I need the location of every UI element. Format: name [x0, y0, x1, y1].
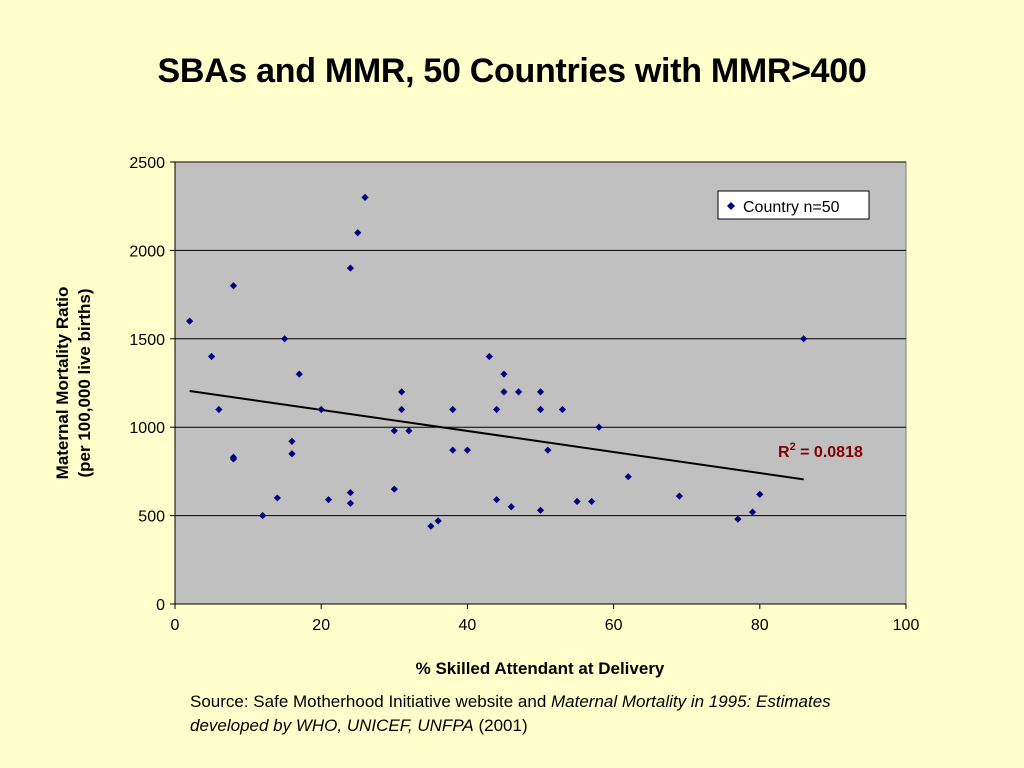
x-tick-label: 60 [605, 617, 623, 634]
data-point [748, 508, 757, 516]
data-point [281, 335, 289, 343]
y-tick-label: 2500 [129, 155, 165, 172]
data-point [273, 494, 281, 502]
data-point [675, 492, 683, 500]
r2-prefix: R [778, 444, 790, 461]
legend-label: Country n=50 [743, 199, 840, 216]
data-point [361, 193, 369, 201]
data-point [756, 490, 764, 498]
x-axis-title: % Skilled Attendant at Delivery [416, 659, 665, 678]
x-tick-label: 100 [893, 617, 920, 634]
trendline-group [189, 389, 804, 481]
axes: 0 500 1000 1500 2000 2500 0 20 40 60 80 100 [129, 155, 919, 634]
x-tick-label: 20 [312, 617, 330, 634]
y-tick-label: 500 [138, 509, 165, 526]
trendline [189, 389, 804, 481]
data-points [186, 193, 808, 530]
y-tick-label: 0 [156, 597, 165, 614]
data-point [229, 455, 238, 463]
data-point [346, 264, 355, 272]
r2-superscript: 2 [790, 441, 796, 453]
source-publication-title: Maternal Mortality in 1995: Estimates de… [190, 692, 831, 735]
data-point [207, 352, 216, 361]
data-point [536, 506, 545, 514]
plot-area [174, 161, 907, 605]
source-prefix: Source: Safe Motherhood Initiative websi… [190, 692, 551, 711]
x-tick-label: 80 [751, 617, 769, 634]
data-point [485, 352, 493, 361]
data-point [558, 405, 567, 414]
source-note: Source: Safe Motherhood Initiative websi… [190, 690, 910, 738]
data-point [500, 388, 508, 396]
y-tick-label: 1500 [129, 332, 165, 349]
data-point [215, 405, 223, 414]
r2-value: = 0.0818 [796, 444, 863, 461]
data-point [259, 512, 267, 520]
data-point [317, 405, 325, 414]
data-point [573, 497, 581, 506]
slide-title: SBAs and MMR, 50 Countries with MMR>400 [157, 52, 867, 90]
data-point [449, 446, 457, 454]
legend-marker [727, 202, 735, 210]
y-tick-label: 2000 [129, 243, 165, 260]
data-point [288, 450, 296, 458]
data-point [734, 515, 742, 523]
data-point [390, 427, 398, 435]
y-axis-title-line2: (per 100,000 live births) [75, 289, 94, 478]
data-point [398, 405, 406, 414]
data-point [324, 496, 333, 504]
data-point [544, 446, 552, 454]
legend-box [717, 190, 870, 220]
data-point [595, 423, 603, 431]
data-point [800, 335, 808, 343]
gridlines [175, 161, 906, 517]
y-tick-label: 1000 [129, 420, 165, 437]
data-point [295, 370, 303, 378]
r2-annotation: R2 = 0.0818 [778, 441, 863, 461]
source-suffix: (2001) [473, 716, 528, 735]
data-point [514, 388, 523, 396]
data-point [624, 473, 632, 481]
legend: Country n=50 [717, 190, 870, 220]
data-point [493, 405, 501, 414]
y-axis-title-line1: Maternal Mortality Ratio [53, 287, 72, 480]
data-point [354, 229, 362, 237]
data-point [507, 503, 515, 511]
data-point [390, 485, 398, 493]
data-point [427, 522, 435, 530]
data-point [229, 282, 238, 290]
data-point [449, 405, 457, 414]
x-tick-label: 40 [459, 617, 477, 634]
data-point [463, 446, 471, 454]
data-point [186, 317, 194, 325]
data-point [434, 517, 442, 525]
data-point [405, 427, 413, 435]
data-point [398, 388, 406, 396]
data-point [588, 497, 596, 506]
data-point [493, 496, 501, 504]
data-point [536, 405, 545, 414]
data-point [346, 489, 355, 497]
x-tick-label: 0 [171, 617, 180, 634]
data-point [536, 388, 545, 396]
data-point [288, 437, 296, 445]
data-point [346, 499, 355, 507]
data-point [500, 370, 508, 378]
